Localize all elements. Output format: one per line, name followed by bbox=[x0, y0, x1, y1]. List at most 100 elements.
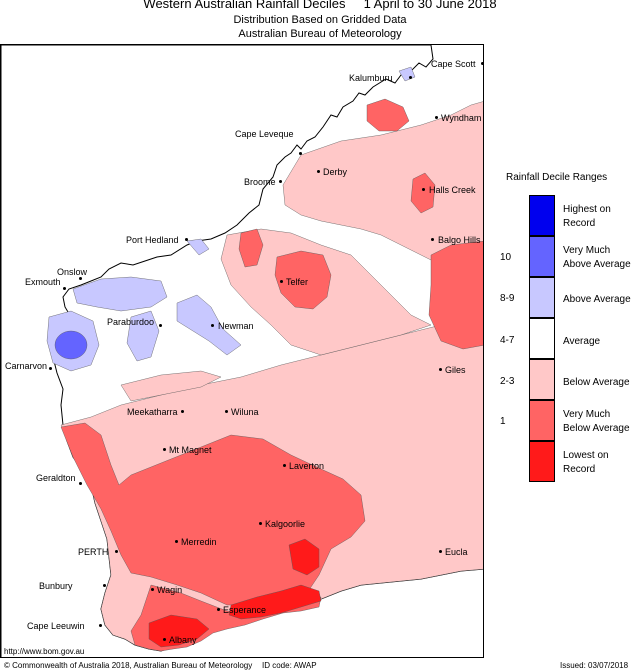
legend-range-above: 8-9 bbox=[500, 293, 515, 304]
above-average-paraburdoo bbox=[126, 310, 160, 362]
footer: © Commonwealth of Australia 2018, Austra… bbox=[0, 660, 640, 672]
town-dot bbox=[439, 550, 442, 553]
town-dot bbox=[63, 287, 66, 290]
copyright: © Commonwealth of Australia 2018, Austra… bbox=[4, 661, 253, 670]
lowest-on-record-east bbox=[288, 538, 320, 576]
town-dot bbox=[431, 238, 434, 241]
very-much-below-halls-creek bbox=[410, 172, 436, 214]
town-label: Telfer bbox=[286, 277, 309, 287]
town-label: Cape Scott bbox=[431, 59, 476, 69]
legend-range-average: 4-7 bbox=[500, 335, 515, 346]
town-dot bbox=[299, 152, 302, 155]
town-label: Wagin bbox=[157, 585, 183, 595]
town-dot bbox=[99, 624, 102, 627]
map-title-period: 1 April to 30 June 2018 bbox=[363, 0, 497, 11]
town-label: Derby bbox=[323, 167, 348, 177]
legend-label-very-much-above: Very Much Above Average bbox=[563, 245, 631, 270]
town-dot bbox=[279, 180, 282, 183]
map-title: Western Australian Rainfall Deciles 1 Ap… bbox=[0, 0, 640, 11]
town-dot bbox=[181, 410, 184, 413]
town-label: Halls Creek bbox=[429, 185, 476, 195]
legend-swatch-very-much-above bbox=[529, 236, 555, 277]
town-label: Cape Leveque bbox=[235, 129, 294, 139]
very-much-below-eastern bbox=[428, 241, 483, 350]
legend-label-lowest: Lowest on Record bbox=[563, 450, 609, 475]
town-dot bbox=[435, 116, 438, 119]
map-agency: Australian Bureau of Meteorology bbox=[238, 28, 402, 40]
town-label: Geraldton bbox=[36, 473, 76, 483]
town-label: Eucla bbox=[445, 547, 468, 557]
town-dot bbox=[175, 540, 178, 543]
very-much-above-carnarvon bbox=[54, 330, 88, 360]
legend-range-very-much-above: 10 bbox=[500, 252, 512, 263]
town-label: Giles bbox=[445, 365, 466, 375]
town-dot bbox=[49, 367, 52, 370]
legend-title: Rainfall Decile Ranges bbox=[506, 172, 608, 183]
town-label: Broome bbox=[244, 177, 276, 187]
id-code: ID code: AWAP bbox=[262, 661, 317, 670]
legend-label-above: Above Average bbox=[563, 294, 631, 305]
very-much-below-goldfields bbox=[60, 422, 366, 606]
legend-swatch-highest bbox=[529, 195, 555, 236]
town-dot bbox=[79, 482, 82, 485]
legend-swatch-average bbox=[529, 318, 555, 359]
town-dot bbox=[259, 522, 262, 525]
below-average-pilbara bbox=[120, 370, 222, 402]
legend-swatch-above bbox=[529, 277, 555, 318]
above-average-newman bbox=[176, 294, 242, 356]
town-label: Laverton bbox=[289, 461, 325, 471]
town-dot bbox=[115, 550, 118, 553]
town-label: Exmouth bbox=[25, 277, 61, 287]
town-dot bbox=[159, 324, 162, 327]
issued-date: Issued: 03/07/2018 bbox=[560, 661, 629, 670]
very-much-below-telfer bbox=[274, 250, 332, 310]
very-much-below-pilbara bbox=[238, 228, 264, 268]
town-label: Kalgoorlie bbox=[265, 519, 306, 529]
map-title-main: Western Australian Rainfall Deciles bbox=[143, 0, 346, 11]
town-dot bbox=[481, 62, 483, 65]
town-label: Merredin bbox=[181, 537, 217, 547]
town-label: Port Hedland bbox=[126, 235, 179, 245]
legend-range-very-much-below: 1 bbox=[500, 416, 506, 427]
legend-label-very-much-below: Very Much Below Average bbox=[563, 409, 630, 434]
town-label: Carnarvon bbox=[5, 361, 48, 371]
town-dot bbox=[439, 368, 442, 371]
town-dot bbox=[151, 588, 154, 591]
town-label: Newman bbox=[218, 321, 254, 331]
legend-label-highest: Highest on Record bbox=[563, 204, 611, 229]
town-label: Wiluna bbox=[231, 407, 259, 417]
source-url: http://www.bom.gov.au bbox=[4, 647, 85, 656]
town-dot bbox=[422, 188, 425, 191]
town-label: Esperance bbox=[223, 605, 267, 615]
town-dot bbox=[163, 448, 166, 451]
town-dot bbox=[217, 608, 220, 611]
town-label: Kalumburu bbox=[349, 73, 393, 83]
legend-label-average: Average bbox=[563, 336, 601, 347]
lowest-on-record-esperance bbox=[228, 584, 322, 620]
town-dot bbox=[280, 280, 283, 283]
town-label: PERTH bbox=[78, 547, 109, 557]
town-dot bbox=[185, 238, 188, 241]
town-dot bbox=[79, 277, 82, 280]
town-label: Wyndham bbox=[441, 113, 482, 123]
town-label: Cape Leeuwin bbox=[27, 621, 85, 631]
legend-swatch-below bbox=[529, 359, 555, 400]
map-subtitle: Distribution Based on Gridded Data bbox=[233, 14, 407, 26]
legend-label-below: Below Average bbox=[563, 377, 630, 388]
town-dot bbox=[211, 324, 214, 327]
legend-swatch-lowest bbox=[529, 441, 555, 482]
very-much-below-kimberley bbox=[366, 98, 410, 132]
town-label: Bunbury bbox=[39, 581, 73, 591]
town-dot bbox=[409, 76, 412, 79]
town-dot bbox=[225, 410, 228, 413]
legend-swatch-very-much-below bbox=[529, 400, 555, 441]
town-dot bbox=[317, 170, 320, 173]
wa-rainfall-map bbox=[1, 45, 483, 657]
town-label: Meekatharra bbox=[127, 407, 178, 417]
town-dot bbox=[283, 464, 286, 467]
map-frame: Cape Scott Kalumburu Wyndham Cape Levequ… bbox=[0, 44, 484, 658]
town-dot bbox=[103, 584, 106, 587]
above-average-exmouth bbox=[72, 276, 168, 312]
above-average-port-hedland bbox=[186, 238, 210, 256]
town-label: Balgo Hills bbox=[438, 235, 481, 245]
